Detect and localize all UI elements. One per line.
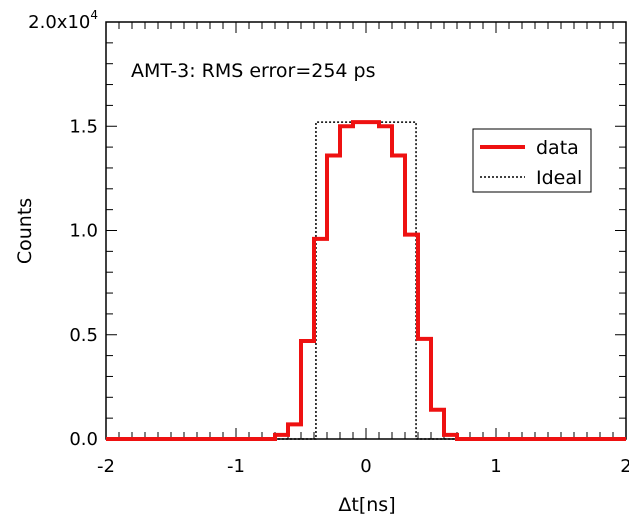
x-tick-label: 2 (620, 456, 629, 477)
legend-label-ideal: Ideal (536, 167, 582, 189)
y-tick-label: 0.5 (69, 325, 98, 346)
plot-frame (105, 21, 627, 440)
y-axis-label: Counts (14, 198, 36, 264)
y-tick-label: 2.0x104 (28, 8, 98, 33)
x-tick-label: -1 (227, 456, 245, 477)
y-axis-ticks: 0.0 0.5 1.0 1.5 2.0x104 (28, 8, 626, 450)
x-tick-label: -2 (97, 456, 115, 477)
data-series-line (106, 120, 626, 441)
y-tick-label: 1.0 (69, 221, 98, 242)
legend-label-data: data (536, 137, 579, 159)
x-tick-label: 0 (360, 456, 371, 477)
x-axis-label: Δt[ns] (338, 494, 395, 516)
x-tick-label: 1 (490, 456, 501, 477)
plot-area-border (105, 21, 627, 440)
data-series (106, 120, 626, 441)
x-axis-ticks: -2 -1 0 1 2 (97, 22, 629, 477)
legend: data Ideal (472, 128, 592, 193)
legend-box (472, 128, 592, 193)
y-tick-label: 0.0 (69, 429, 98, 450)
annotation-text: AMT-3: RMS error=254 ps (131, 60, 376, 82)
y-tick-label: 1.5 (69, 116, 98, 137)
